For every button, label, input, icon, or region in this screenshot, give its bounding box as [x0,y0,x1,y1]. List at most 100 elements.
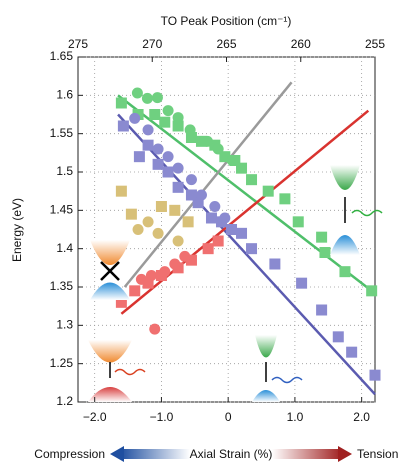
point [131,87,143,99]
tension-arrow-head [338,446,352,462]
x2-tick-label: 265 [216,37,236,51]
point [169,258,181,270]
point [162,151,174,163]
x-tick-label: −1.0 [150,410,174,424]
x2-axis-label: TO Peak Position (cm⁻¹) [161,14,292,28]
x-tick-label: 0 [225,410,232,424]
y-tick-label: 1.25 [50,356,74,370]
y-tick-label: 1.6 [56,88,73,102]
y-tick-label: 1.4 [56,241,73,255]
point [162,166,174,178]
point [292,216,304,228]
point [209,201,221,212]
point [226,224,238,235]
inset-left [90,240,130,300]
x2-tick-label: 270 [142,37,162,51]
x-tick-label: −2.0 [83,410,107,424]
point [246,243,258,255]
point [236,162,248,174]
fit-line [123,81,293,288]
point [184,124,196,136]
point [185,174,197,186]
point [366,285,378,297]
point [316,231,328,243]
point [115,97,127,109]
point [369,369,381,381]
point [172,235,184,247]
compression-arrow-head [110,446,124,462]
point [179,250,191,262]
point [279,193,291,205]
point [142,139,154,151]
point [159,116,171,128]
point [269,258,281,270]
point [135,273,147,285]
point [145,270,157,281]
point [162,105,174,117]
y-tick-label: 1.65 [50,49,74,63]
point [142,124,154,136]
inset-bottom-center [252,335,303,402]
point [152,143,164,155]
point [172,112,184,124]
point [155,201,167,212]
inset-right [330,165,383,255]
x-axis-label: Axial Strain (%) [190,447,273,461]
point [185,189,197,201]
y-tick-label: 1.5 [56,164,73,178]
inset-bottom-left [88,340,146,402]
x-tick-label: 2.0 [353,410,370,424]
point [132,224,144,235]
fit-line [117,94,373,292]
x2-tick-label: 255 [365,37,385,51]
y-tick-label: 1.55 [50,126,74,140]
point [172,181,184,193]
point [319,247,331,258]
point [115,296,127,308]
tension-arrow [272,449,342,459]
point [172,120,184,132]
point [339,266,351,278]
annotation: Tension [357,447,398,461]
point [236,227,248,239]
point [246,174,258,186]
x-tick-label: 1.0 [287,410,304,424]
point [192,197,204,209]
y-tick-label: 1.45 [50,203,74,217]
point [219,212,231,224]
point [262,185,274,197]
point [129,285,141,297]
point [201,135,213,147]
point [129,112,141,124]
point [149,109,161,120]
point [125,208,137,220]
point [182,216,194,228]
point [117,120,129,132]
x2-tick-label: 275 [68,37,88,51]
point [212,235,224,247]
point [133,151,145,163]
point [149,323,161,335]
point [219,151,231,163]
point [296,277,308,289]
point [202,243,214,255]
point [169,204,181,216]
y-tick-label: 1.35 [50,279,74,293]
point [159,266,171,278]
point [346,346,358,358]
point [152,227,164,239]
y-tick-label: 1.2 [56,394,73,408]
point [195,189,207,201]
point [115,185,127,197]
point [205,212,217,224]
point [316,304,328,316]
point [142,277,154,289]
compression-arrow [120,449,190,459]
point [332,331,344,343]
point [151,92,163,104]
y-axis-label: Energy (eV) [10,198,24,262]
point [142,216,154,228]
x2-tick-label: 260 [291,37,311,51]
